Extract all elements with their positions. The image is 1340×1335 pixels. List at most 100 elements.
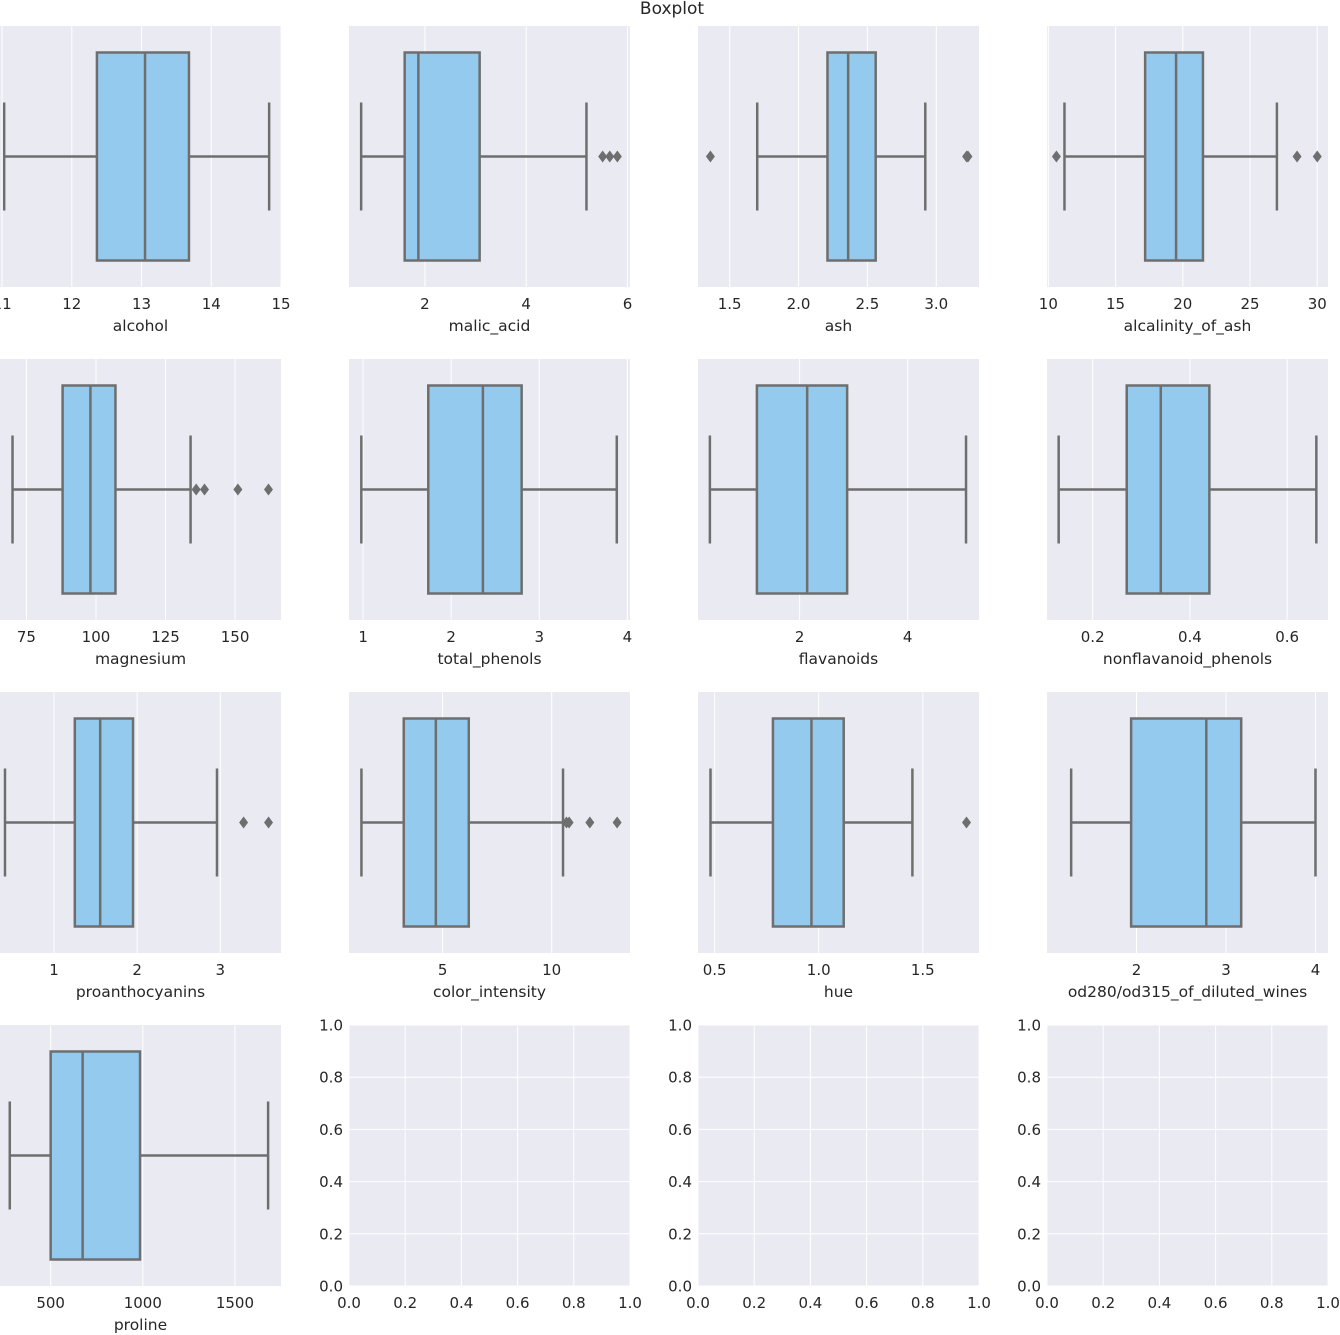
x-axis-label: magnesium: [95, 650, 186, 668]
x-tick-label: 1.5: [718, 295, 742, 313]
outlier-point: [191, 483, 201, 496]
x-tick-label: 3.0: [924, 295, 948, 313]
iqr-box: [1125, 384, 1211, 595]
y-tick-label: 0.0: [668, 1278, 692, 1296]
outlier-point: [239, 816, 249, 829]
x-tick-label: 0.6: [855, 1294, 879, 1312]
iqr-box: [61, 384, 117, 595]
x-axis-label: total_phenols: [437, 650, 541, 669]
outlier-point: [605, 150, 615, 163]
iqr-box: [771, 717, 845, 928]
y-tick-label: 0.2: [1017, 1225, 1041, 1243]
y-tick-label: 1.0: [319, 1017, 343, 1035]
x-tick-label: 4: [521, 295, 531, 313]
x-tick-label: 2: [446, 628, 456, 646]
subplot-magnesium: 75 100 125 150 magnesium: [0, 359, 281, 668]
outlier-point: [1292, 150, 1302, 163]
x-tick-label: 0.6: [1275, 628, 1299, 646]
x-axis-label: od280/od315_of_diluted_wines: [1068, 983, 1307, 1002]
x-tick-label: 0.8: [911, 1294, 935, 1312]
x-tick-label: 1500: [216, 1294, 254, 1312]
plot-area: [349, 1025, 630, 1286]
subplot-flavanoids: 2 4 flavanoids: [698, 359, 979, 668]
subplot-proanthocyanins: 1 2 3 proanthocyanins: [0, 692, 281, 1001]
x-tick-label: 14: [202, 295, 221, 313]
iqr-box: [1129, 717, 1243, 928]
plot-area: [1047, 1025, 1328, 1286]
outlier-point: [233, 483, 243, 496]
x-tick-label: 25: [1240, 295, 1259, 313]
y-tick-label: 0.8: [668, 1069, 692, 1087]
x-tick-label: 1.0: [967, 1294, 991, 1312]
x-tick-label: 15: [1106, 295, 1125, 313]
x-tick-label: 125: [151, 628, 180, 646]
y-tick-label: 0.0: [319, 1278, 343, 1296]
x-tick-label: 4: [623, 628, 633, 646]
x-tick-label: 0.6: [1204, 1294, 1228, 1312]
y-tick-label: 0.8: [1017, 1069, 1041, 1087]
x-axis-label: hue: [824, 983, 853, 1001]
x-tick-label: 1.0: [1316, 1294, 1340, 1312]
x-tick-label: 2: [1132, 961, 1142, 979]
x-tick-label: 15: [271, 295, 290, 313]
x-tick-label: 2.0: [787, 295, 811, 313]
iqr-box: [403, 51, 481, 262]
x-tick-label: 0.4: [1147, 1294, 1171, 1312]
y-tick-label: 0.6: [319, 1121, 343, 1139]
x-tick-label: 4: [1311, 961, 1321, 979]
x-tick-label: 0.8: [1260, 1294, 1284, 1312]
subplot-empty-14: 0.0 0.2 0.4 0.6 0.8 1.0 0.0 0.2 0.4 0.6 0.8 1.0: [668, 1017, 991, 1313]
y-tick-label: 0.4: [1017, 1173, 1041, 1191]
x-tick-label: 3: [1221, 961, 1231, 979]
subplot-grid: 1112131415alcohol246malic_acid1.52.02.53…: [0, 26, 1340, 1334]
x-tick-label: 1: [358, 628, 368, 646]
outlier-point: [612, 150, 622, 163]
iqr-box: [73, 717, 135, 928]
x-axis-label: flavanoids: [799, 650, 878, 668]
y-tick-label: 0.4: [319, 1173, 343, 1191]
x-tick-label: 2: [420, 295, 430, 313]
subplot-hue: 0.5 1.0 1.5 hue: [698, 692, 979, 1001]
outlier-point: [612, 816, 622, 829]
x-axis-label: ash: [825, 317, 852, 335]
subplot-color-intensity: 5 10 color_intensity: [349, 692, 630, 1002]
y-tick-label: 0.2: [319, 1225, 343, 1243]
x-tick-label: 0.2: [1091, 1294, 1115, 1312]
outlier-point: [263, 483, 273, 496]
subplot-proline: 500 1000 1500 proline: [0, 1025, 281, 1334]
outlier-point: [705, 150, 715, 163]
x-tick-label: 10: [1039, 295, 1058, 313]
iqr-box: [49, 1050, 142, 1261]
figure-title: Boxplot: [640, 0, 705, 19]
iqr-box: [95, 51, 191, 262]
subplot-empty-13: 0.0 0.2 0.4 0.6 0.8 1.0 0.0 0.2 0.4 0.6 0.8 1.0: [319, 1017, 642, 1313]
outlier-point: [585, 816, 595, 829]
outlier-point: [1051, 150, 1061, 163]
x-tick-label: 3: [216, 961, 226, 979]
x-tick-label: 0.0: [686, 1294, 710, 1312]
outlier-point: [199, 483, 209, 496]
x-tick-label: 5: [438, 961, 448, 979]
subplot-alcalinity-of-ash: 10 15 20 25 30 alcalinity_of_ash: [1039, 26, 1328, 336]
x-tick-label: 3: [534, 628, 544, 646]
x-axis-label: proanthocyanins: [76, 983, 205, 1001]
subplot-alcohol: 11 12 13 14 15 alcohol: [0, 26, 291, 335]
y-tick-label: 0.6: [668, 1121, 692, 1139]
x-tick-label: 1.0: [807, 961, 831, 979]
x-tick-label: 2.5: [855, 295, 879, 313]
x-tick-label: 0.0: [1035, 1294, 1059, 1312]
x-tick-label: 6: [623, 295, 633, 313]
iqr-box: [826, 51, 877, 262]
x-tick-label: 500: [36, 1294, 65, 1312]
x-axis-label: alcohol: [113, 317, 168, 335]
x-tick-label: 13: [132, 295, 151, 313]
outlier-point: [564, 816, 574, 829]
outlier-point: [1312, 150, 1322, 163]
x-tick-label: 0.8: [562, 1294, 586, 1312]
x-tick-label: 0.4: [798, 1294, 822, 1312]
x-tick-label: 0.4: [449, 1294, 473, 1312]
y-tick-label: 0.0: [1017, 1278, 1041, 1296]
